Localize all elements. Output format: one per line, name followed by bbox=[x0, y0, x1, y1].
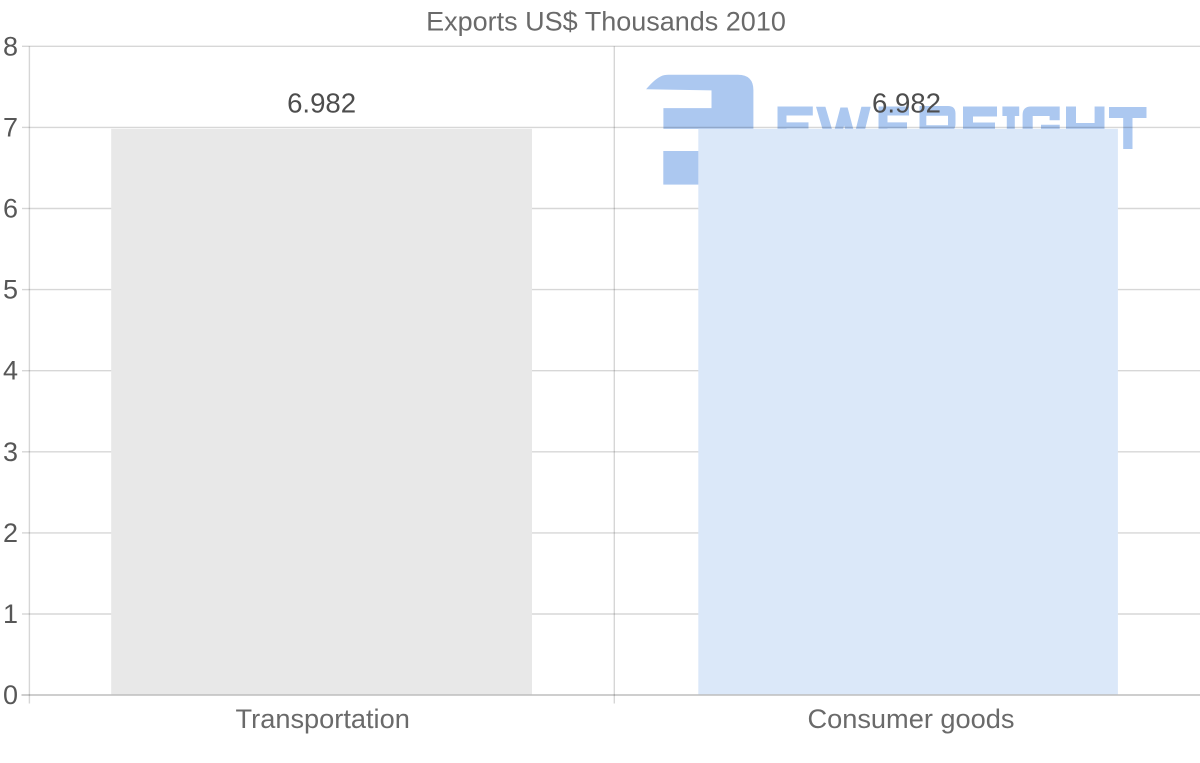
svg-text:Transportation: Transportation bbox=[236, 703, 410, 734]
svg-text:7: 7 bbox=[3, 112, 18, 142]
svg-text:8: 8 bbox=[3, 31, 18, 61]
svg-text:6.982: 6.982 bbox=[287, 87, 356, 118]
svg-text:Exports US$ Thousands 2010: Exports US$ Thousands 2010 bbox=[426, 7, 786, 37]
svg-text:3: 3 bbox=[3, 437, 18, 467]
svg-text:4: 4 bbox=[3, 356, 18, 386]
svg-text:Consumer goods: Consumer goods bbox=[807, 703, 1014, 734]
svg-text:5: 5 bbox=[3, 275, 18, 305]
svg-text:2: 2 bbox=[3, 518, 18, 548]
svg-text:6: 6 bbox=[3, 194, 18, 224]
svg-text:6.982: 6.982 bbox=[872, 87, 941, 118]
svg-text:0: 0 bbox=[3, 680, 18, 710]
svg-text:1: 1 bbox=[3, 599, 18, 629]
